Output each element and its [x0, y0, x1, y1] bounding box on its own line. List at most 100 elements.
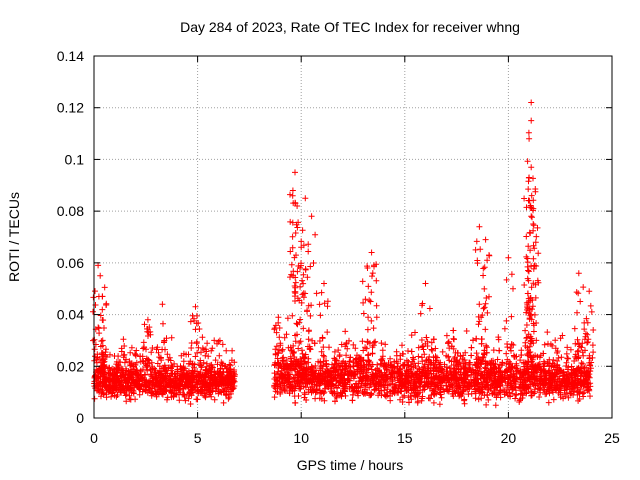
- data-point: [419, 302, 425, 309]
- data-point: [528, 192, 535, 199]
- data-point: [448, 376, 455, 383]
- data-point: [319, 373, 326, 380]
- data-point: [439, 348, 446, 355]
- data-point: [584, 331, 591, 338]
- data-point: [176, 397, 183, 404]
- data-point: [200, 359, 207, 366]
- data-point: [158, 386, 165, 393]
- data-point: [309, 369, 316, 376]
- data-point: [457, 384, 464, 391]
- data-point: [555, 354, 562, 361]
- data-point: [111, 370, 117, 377]
- data-point: [418, 378, 425, 385]
- data-point: [570, 366, 577, 373]
- data-point: [101, 284, 108, 291]
- data-point: [133, 380, 140, 387]
- data-point: [432, 345, 439, 352]
- data-point: [359, 338, 366, 345]
- data-point: [190, 315, 197, 322]
- data-point: [305, 241, 312, 248]
- data-point: [385, 360, 392, 366]
- data-point: [212, 357, 219, 364]
- data-point: [191, 386, 198, 393]
- data-point: [302, 358, 308, 365]
- data-point: [180, 358, 187, 365]
- data-point: [318, 348, 325, 355]
- data-point: [508, 271, 515, 278]
- data-point: [113, 379, 120, 386]
- data-point: [363, 375, 370, 382]
- data-point: [372, 338, 379, 345]
- data-point: [537, 384, 544, 391]
- data-point: [161, 339, 167, 346]
- data-point: [342, 379, 349, 386]
- data-point: [376, 368, 383, 375]
- data-point: [305, 343, 311, 350]
- data-point: [94, 351, 101, 358]
- data-point: [226, 391, 233, 398]
- data-point: [574, 375, 581, 382]
- data-point: [302, 351, 309, 358]
- data-point: [316, 301, 323, 308]
- data-point: [454, 363, 461, 370]
- data-point: [579, 390, 586, 397]
- data-point: [550, 389, 556, 396]
- data-point: [305, 248, 312, 255]
- data-point: [476, 301, 483, 308]
- data-point: [305, 336, 312, 343]
- data-point: [307, 312, 314, 319]
- data-point: [338, 341, 345, 348]
- data-point: [275, 319, 282, 326]
- data-point: [292, 169, 298, 176]
- data-point: [120, 336, 127, 343]
- data-point: [99, 306, 106, 313]
- data-point: [332, 357, 338, 364]
- y-tick-label: 0.06: [57, 255, 84, 271]
- data-point: [399, 342, 405, 349]
- data-point: [287, 191, 293, 198]
- data-point: [426, 353, 433, 360]
- data-point: [346, 358, 353, 365]
- data-point: [590, 349, 597, 356]
- data-point: [430, 387, 437, 394]
- data-point: [368, 249, 375, 256]
- data-point: [164, 394, 171, 401]
- data-point: [568, 390, 575, 397]
- data-point: [279, 357, 286, 364]
- data-point: [482, 360, 489, 367]
- data-point: [216, 337, 223, 344]
- data-point: [435, 375, 442, 382]
- data-point: [130, 390, 137, 397]
- data-point: [535, 250, 542, 257]
- data-point: [479, 389, 486, 396]
- data-point: [285, 344, 292, 351]
- data-point: [399, 399, 406, 405]
- data-point: [546, 372, 553, 379]
- data-point: [437, 386, 444, 393]
- data-point: [418, 337, 425, 343]
- data-point: [518, 352, 525, 359]
- data-point: [505, 254, 512, 261]
- data-point: [126, 392, 133, 399]
- data-point: [525, 243, 532, 250]
- data-point: [526, 349, 533, 356]
- y-tick-label: 0.12: [57, 100, 84, 116]
- data-point: [549, 382, 555, 389]
- data-point: [430, 399, 437, 406]
- data-point: [371, 262, 377, 269]
- data-point: [408, 348, 415, 355]
- data-point: [425, 374, 432, 380]
- data-point: [161, 388, 168, 395]
- data-point: [216, 352, 223, 359]
- data-point: [118, 377, 125, 384]
- data-point: [294, 203, 301, 209]
- data-point: [401, 392, 408, 399]
- data-point: [208, 361, 215, 368]
- data-point: [379, 353, 386, 360]
- data-point: [291, 378, 298, 385]
- data-point: [152, 369, 159, 376]
- data-point: [527, 202, 534, 209]
- data-point: [524, 352, 531, 359]
- data-point: [338, 372, 345, 379]
- data-point: [101, 363, 107, 370]
